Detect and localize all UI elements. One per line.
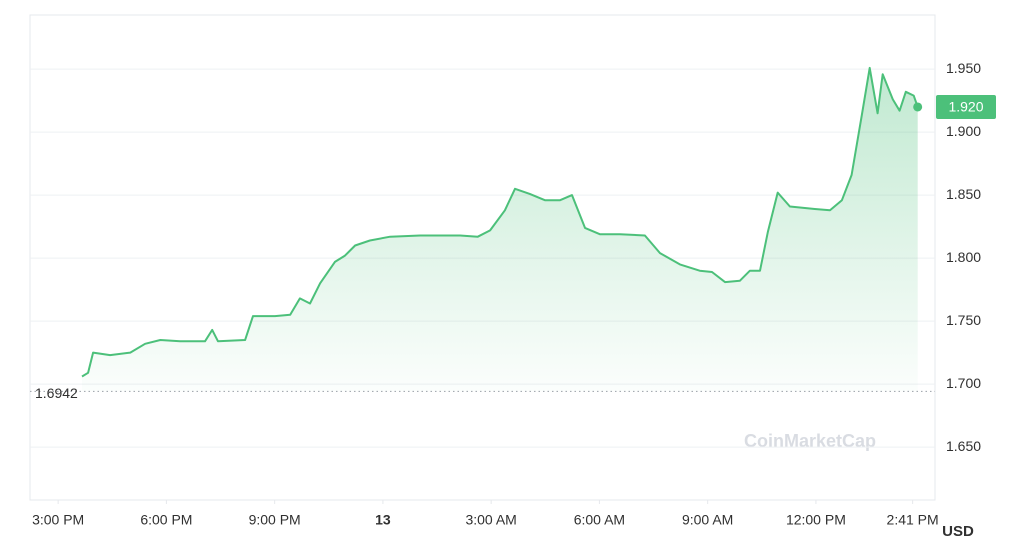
y-tick-label: 1.650 [946,438,981,454]
plot-frame [29,14,936,501]
y-tick-label: 1.700 [946,375,981,391]
last-point [913,102,923,112]
x-tick-label: 6:00 AM [574,512,625,528]
y-tick-label: 1.750 [946,312,981,328]
watermark: CoinMarketCap [744,431,876,451]
last-price-badge [936,94,996,119]
price-area [82,67,918,392]
axis-unit: USD [942,523,974,540]
x-tick-label: 6:00 PM [140,512,192,528]
y-tick-label: 1.850 [946,186,981,202]
x-tick-label: 13 [375,512,391,528]
x-tick-label: 3:00 PM [32,512,84,528]
x-tick-label: 12:00 PM [786,512,846,528]
x-tick-label: 9:00 PM [249,512,301,528]
y-tick-label: 1.950 [946,60,981,76]
x-tick-label: 9:00 AM [682,512,733,528]
y-tick-label: 1.900 [946,123,981,139]
last-price-label: 1.920 [948,99,983,115]
x-tick-label: 2:41 PM [887,512,939,528]
open-price-label: 1.6942 [35,385,78,401]
price-line [81,66,919,378]
y-tick-label: 1.800 [946,249,981,265]
x-tick-label: 3:00 AM [465,512,516,528]
